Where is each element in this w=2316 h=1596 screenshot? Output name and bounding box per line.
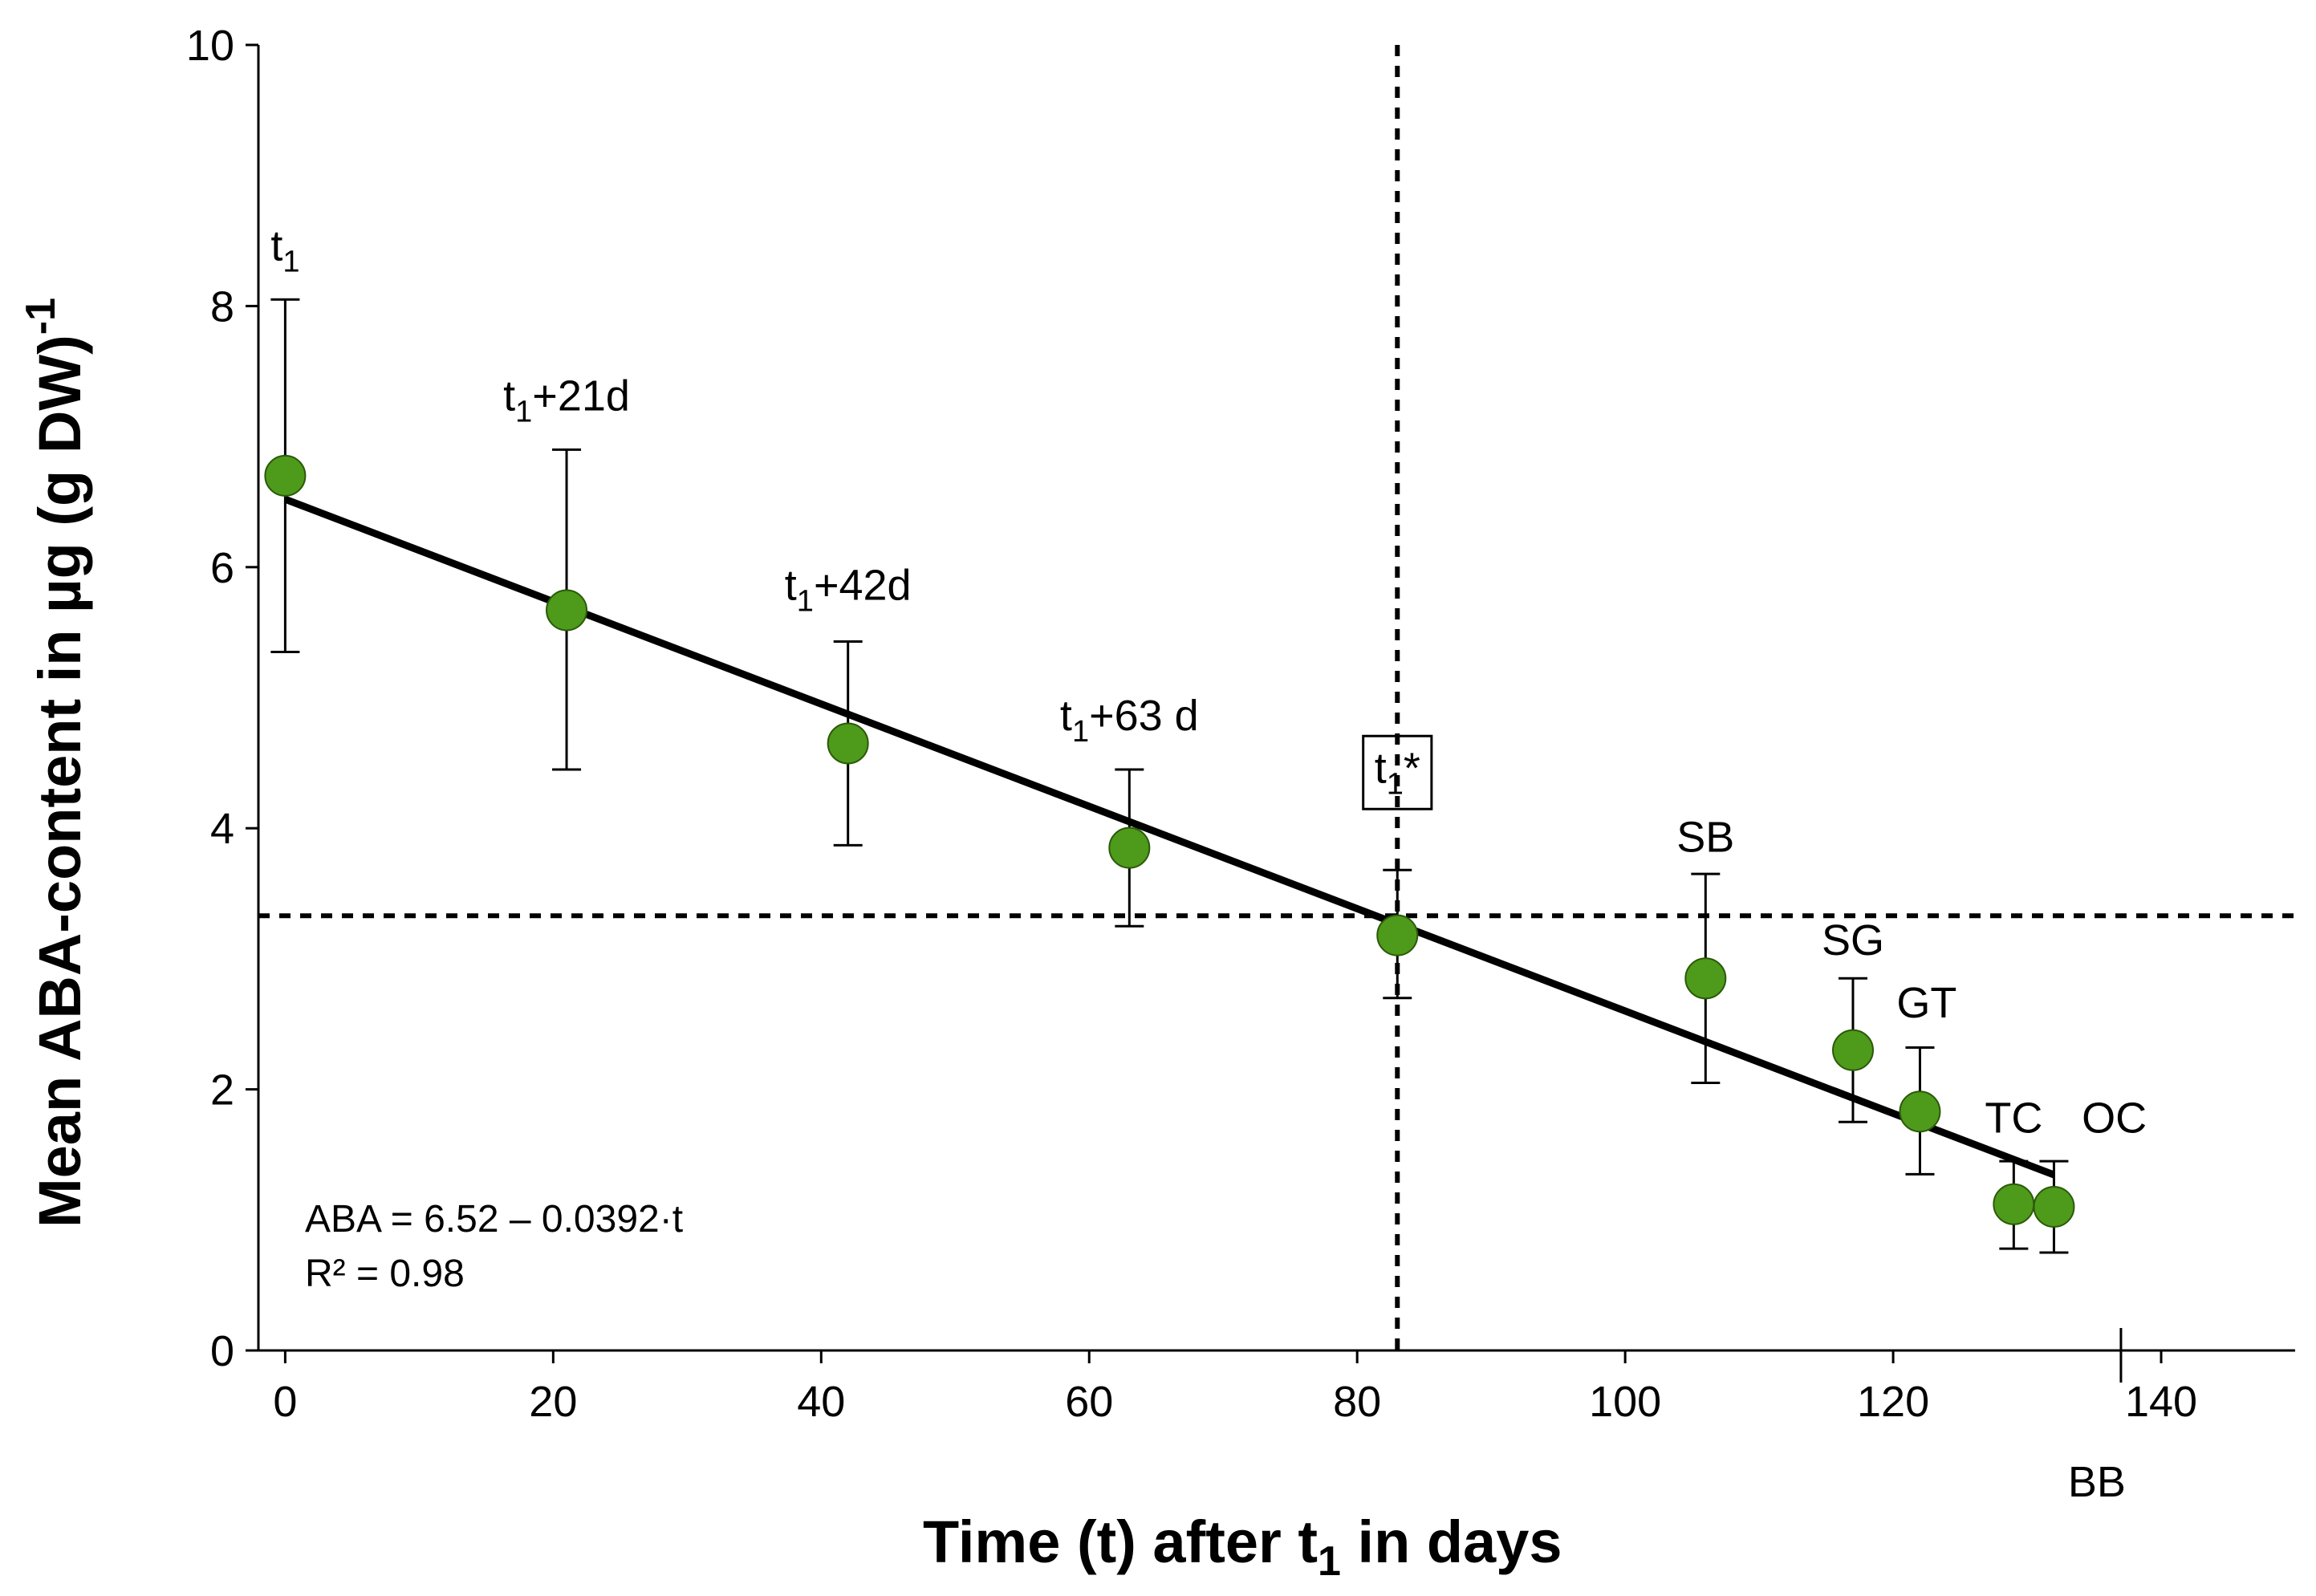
data-point <box>1376 914 1419 956</box>
point-label: SB <box>1676 813 1734 861</box>
y-tick-label: 2 <box>210 1066 234 1115</box>
x-tick-label: 20 <box>529 1378 577 1426</box>
x-tick-label: 0 <box>273 1378 297 1426</box>
data-points <box>264 454 2075 1228</box>
data-point <box>264 454 307 497</box>
reference-lines <box>258 45 2295 1350</box>
y-tick-label: 4 <box>210 805 234 853</box>
point-label: t1* <box>1375 744 1420 801</box>
data-point <box>1684 957 1727 1000</box>
y-axis-title: Mean ABA-content in µg (g DW)-1 <box>18 298 93 1228</box>
point-label: GT <box>1896 979 1956 1027</box>
y-tick-label: 8 <box>210 282 234 331</box>
point-label: t1+21d <box>503 372 630 429</box>
x-tick-label: 40 <box>797 1378 845 1426</box>
y-tick-label: 10 <box>186 22 234 70</box>
data-point <box>1831 1029 1874 1071</box>
x-tick-label: 60 <box>1065 1378 1113 1426</box>
point-label: t1+63 d <box>1060 692 1199 749</box>
error-bars <box>270 298 2069 1254</box>
point-label: t1 <box>270 221 299 278</box>
data-point <box>1899 1090 1941 1133</box>
x-tick-label: 140 <box>2125 1378 2197 1426</box>
boxed-label-frame <box>1362 734 1433 810</box>
bb-label: BB <box>2068 1458 2126 1506</box>
data-point <box>1108 826 1151 869</box>
data-point <box>546 589 588 631</box>
point-label: t1+42d <box>785 561 912 618</box>
y-tick-label: 6 <box>210 544 234 592</box>
x-tick-label: 120 <box>1857 1378 1929 1426</box>
point-label: SG <box>1822 916 1884 965</box>
data-point <box>2033 1186 2075 1228</box>
x-tick-label: 100 <box>1589 1378 1661 1426</box>
x-tick-label: 80 <box>1333 1378 1381 1426</box>
data-point <box>1993 1183 2035 1225</box>
point-label: TC <box>1985 1094 2042 1142</box>
r-squared-text: R² = 0.98 <box>305 1253 465 1295</box>
y-tick-label: 0 <box>210 1327 234 1375</box>
data-point <box>827 722 869 765</box>
equation-text: ABA = 6.52 – 0.0392·t <box>305 1198 683 1241</box>
x-axis-title: Time (t) after t1 in days <box>923 1509 1562 1585</box>
point-label: OC <box>2082 1094 2147 1142</box>
